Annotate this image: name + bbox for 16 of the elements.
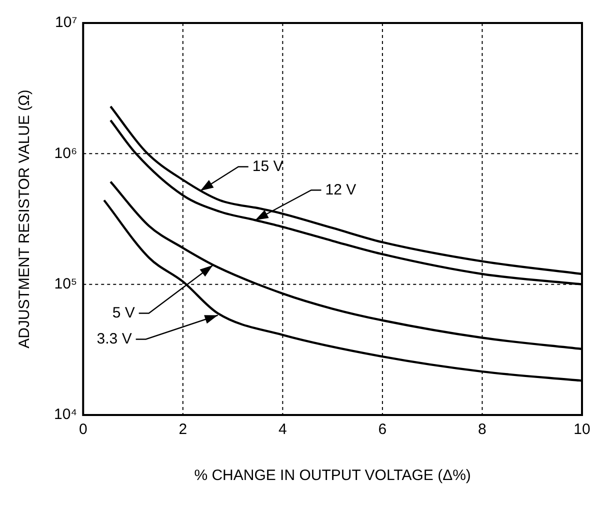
annotation: 12 V (325, 181, 356, 198)
x-tick-label: 0 (78, 421, 88, 438)
annotation: 3.3 V (96, 330, 132, 348)
x-tick-label: 6 (378, 421, 387, 438)
y-axis-title: ADJUSTMENT RESISTOR VALUE (Ω) (16, 90, 34, 348)
x-tick-label: 2 (178, 421, 188, 438)
y-tick-label: 10⁵ (54, 275, 78, 292)
y-tick-label: 10⁷ (55, 14, 78, 32)
x-axis-title: % CHANGE IN OUTPUT VOLTAGE (Δ%) (194, 467, 471, 484)
x-tick-label: 8 (478, 421, 486, 438)
annotation: 15 V (252, 158, 284, 175)
x-tick-label: 10 (574, 421, 590, 438)
y-tick-label: 10⁴ (54, 406, 78, 424)
annotation: 5 V (112, 304, 135, 322)
y-tick-label: 10⁶ (54, 144, 78, 162)
x-tick-label: 4 (278, 421, 287, 438)
